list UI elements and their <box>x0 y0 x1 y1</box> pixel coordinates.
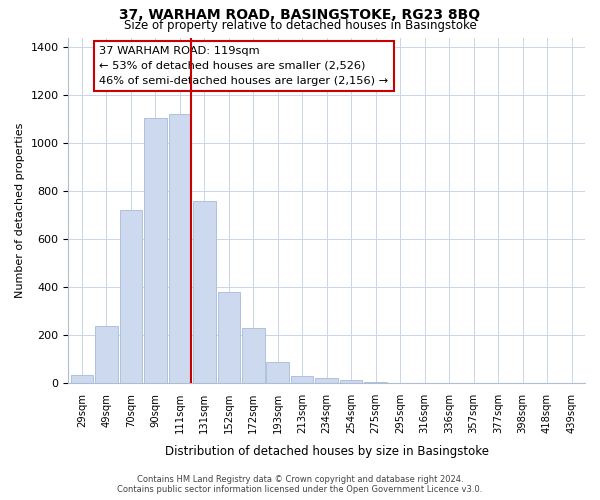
Bar <box>340 380 362 384</box>
Text: Size of property relative to detached houses in Basingstoke: Size of property relative to detached ho… <box>124 20 476 32</box>
Bar <box>144 118 167 384</box>
Bar <box>364 382 387 384</box>
X-axis label: Distribution of detached houses by size in Basingstoke: Distribution of detached houses by size … <box>165 444 489 458</box>
Bar <box>71 375 93 384</box>
Bar <box>193 201 215 384</box>
Text: 37 WARHAM ROAD: 119sqm
← 53% of detached houses are smaller (2,526)
46% of semi-: 37 WARHAM ROAD: 119sqm ← 53% of detached… <box>100 46 389 86</box>
Text: Contains HM Land Registry data © Crown copyright and database right 2024.
Contai: Contains HM Land Registry data © Crown c… <box>118 474 482 494</box>
Y-axis label: Number of detached properties: Number of detached properties <box>15 122 25 298</box>
Bar <box>316 378 338 384</box>
Bar <box>169 114 191 384</box>
Bar <box>242 328 265 384</box>
Bar <box>266 362 289 384</box>
Text: 37, WARHAM ROAD, BASINGSTOKE, RG23 8BQ: 37, WARHAM ROAD, BASINGSTOKE, RG23 8BQ <box>119 8 481 22</box>
Bar <box>119 210 142 384</box>
Bar <box>291 376 313 384</box>
Bar <box>95 326 118 384</box>
Bar <box>218 292 240 384</box>
